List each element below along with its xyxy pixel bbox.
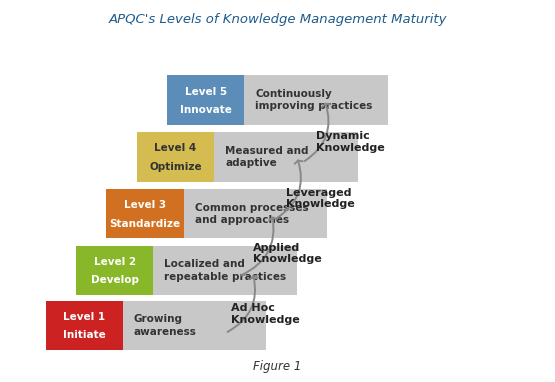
Text: Standardize: Standardize bbox=[109, 219, 180, 228]
Text: Localized and
repeatable practices: Localized and repeatable practices bbox=[164, 259, 286, 282]
Text: Figure 1: Figure 1 bbox=[253, 360, 302, 373]
Text: Initiate: Initiate bbox=[63, 330, 105, 340]
Text: APQC's Levels of Knowledge Management Maturity: APQC's Levels of Knowledge Management Ma… bbox=[108, 13, 447, 26]
Bar bbox=[184, 189, 327, 238]
Text: Growing
awareness: Growing awareness bbox=[134, 314, 197, 337]
Bar bbox=[153, 246, 297, 295]
Text: Common processes
and approaches: Common processes and approaches bbox=[195, 202, 308, 225]
Text: Dynamic
Knowledge: Dynamic Knowledge bbox=[316, 131, 385, 152]
Text: Optimize: Optimize bbox=[149, 162, 201, 172]
Bar bbox=[167, 75, 244, 125]
Text: Innovate: Innovate bbox=[180, 105, 231, 115]
Text: Level 4: Level 4 bbox=[154, 144, 196, 154]
Bar bbox=[123, 301, 266, 350]
Bar bbox=[46, 301, 123, 350]
Bar bbox=[137, 132, 214, 181]
Bar bbox=[244, 75, 388, 125]
Text: Develop: Develop bbox=[90, 275, 139, 285]
Text: Ad Hoc
Knowledge: Ad Hoc Knowledge bbox=[230, 303, 299, 325]
Text: Level 2: Level 2 bbox=[94, 257, 135, 267]
Text: Applied
Knowledge: Applied Knowledge bbox=[253, 243, 321, 264]
Text: Leveraged
Knowledge: Leveraged Knowledge bbox=[286, 188, 355, 209]
Text: Level 5: Level 5 bbox=[185, 87, 227, 97]
Text: Continuously
improving practices: Continuously improving practices bbox=[255, 89, 373, 111]
Text: Measured and
adaptive: Measured and adaptive bbox=[225, 146, 309, 168]
Text: Level 3: Level 3 bbox=[124, 201, 166, 210]
Bar bbox=[214, 132, 357, 181]
Bar bbox=[76, 246, 153, 295]
Text: Level 1: Level 1 bbox=[63, 312, 105, 322]
Bar bbox=[107, 189, 184, 238]
